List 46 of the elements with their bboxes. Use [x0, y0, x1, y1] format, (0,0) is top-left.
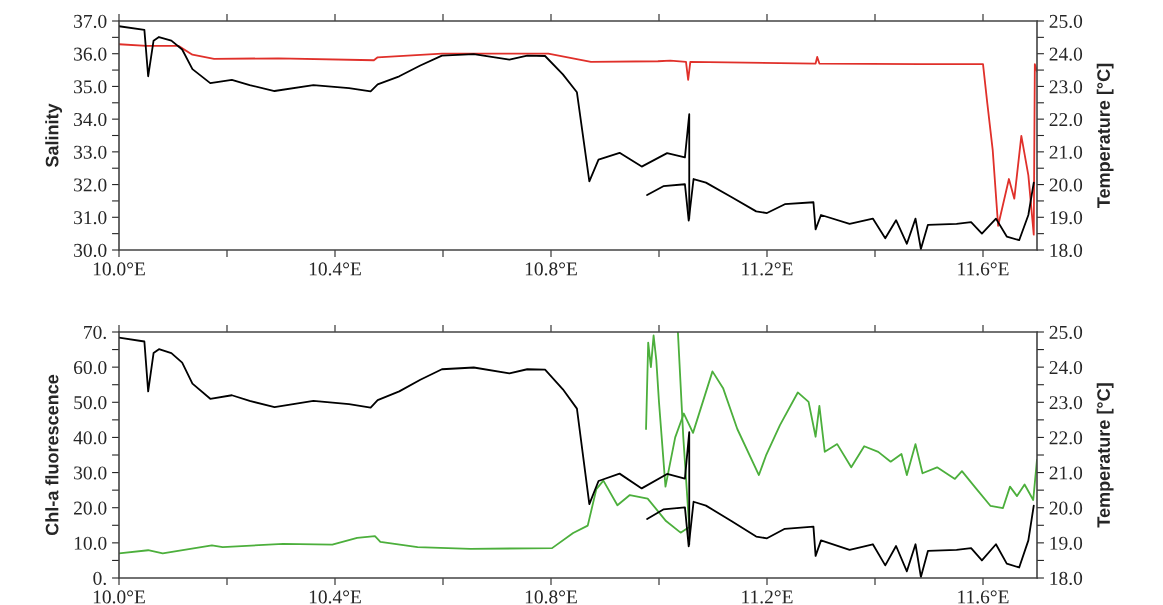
- y-tick-label: 35.0: [74, 80, 107, 94]
- y-tick-label: 50.0: [74, 396, 107, 410]
- y-tick-label: 31.0: [74, 211, 107, 225]
- y-tick-label: 10.0: [74, 536, 107, 550]
- y2-tick-label: 19.0: [1050, 211, 1083, 225]
- x-tick-label: 10.0°E: [93, 590, 145, 604]
- y2-tick-label: 19.0: [1050, 536, 1083, 550]
- y-axis-title: Salinity: [45, 103, 63, 168]
- y-tick-label: 0.: [93, 571, 106, 586]
- y2-tick-label: 18.0: [1050, 243, 1083, 258]
- x-tick-label: 11.2°E: [742, 590, 793, 604]
- y-tick-label: 40.0: [73, 431, 107, 445]
- y2-tick-label: 23.0: [1049, 396, 1083, 410]
- y-tick-label: 20.0: [74, 501, 107, 515]
- x-tick-label: 10.4°E: [309, 590, 361, 604]
- y-tick-label: 33.0: [74, 145, 107, 159]
- y-tick-label: 34.0: [74, 112, 107, 127]
- y2-tick-label: 18.0: [1050, 571, 1083, 586]
- y2-tick-label: 20.0: [1049, 501, 1083, 515]
- y-tick-label: 30.0: [74, 466, 107, 480]
- x-tick-label: 10.0°E: [93, 262, 145, 276]
- y-axis-title: Chl-a fluorescence: [45, 374, 59, 536]
- y-tick-label: 37.0: [74, 14, 107, 29]
- x-tick-label: 11.2°E: [742, 262, 793, 276]
- y2-tick-label: 25.0: [1049, 14, 1083, 29]
- y2-tick-label: 20.0: [1049, 178, 1083, 192]
- x-tick-label: 10.8°E: [525, 262, 577, 276]
- y2-tick-label: 21.0: [1049, 145, 1083, 159]
- y2-tick-label: 24.0: [1049, 47, 1083, 61]
- y2-tick-label: 22.0: [1049, 431, 1083, 445]
- y-tick-label: 32.0: [74, 178, 107, 192]
- y-tick-label: 30.0: [74, 243, 107, 258]
- y2-axis-title: Temperature [°C]: [1096, 63, 1114, 208]
- y2-tick-label: 21.0: [1049, 466, 1083, 480]
- x-tick-label: 11.6°E: [958, 262, 1009, 276]
- x-tick-label: 10.4°E: [309, 262, 361, 276]
- y-tick-label: 60.0: [74, 360, 107, 375]
- x-tick-label: 11.6°E: [958, 590, 1009, 604]
- y2-tick-label: 22.0: [1049, 112, 1083, 127]
- y2-tick-label: 24.0: [1049, 360, 1083, 375]
- y2-axis-title: Temperature [°C]: [1096, 383, 1114, 528]
- y-tick-label: 70.: [84, 325, 106, 340]
- y2-tick-label: 23.0: [1049, 80, 1083, 94]
- x-tick-label: 10.8°E: [525, 590, 577, 604]
- y-tick-label: 36.0: [74, 47, 107, 61]
- y2-tick-label: 25.0: [1049, 325, 1083, 340]
